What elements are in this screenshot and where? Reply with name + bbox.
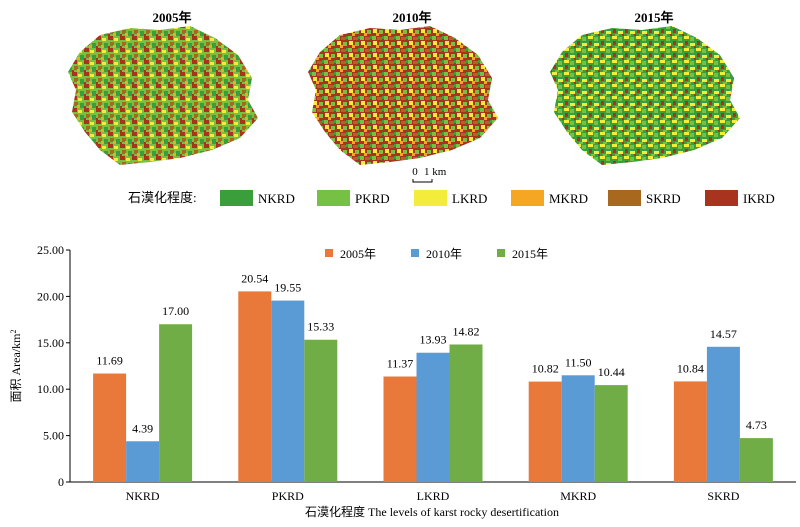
scale-bar-line — [412, 179, 433, 183]
map-panel-2015: 2015年 — [550, 10, 740, 165]
legend-swatch-ikrd — [705, 190, 738, 206]
bar-pkrd-series-0 — [238, 291, 272, 482]
map-panel-2010: 2010年 — [308, 10, 498, 165]
value-label: 14.82 — [453, 324, 480, 338]
y-tick-label: 20.00 — [37, 289, 64, 303]
bar-pkrd-series-1 — [271, 300, 305, 482]
legend-swatch-skrd — [608, 190, 641, 206]
x-axis: NKRD PKRD LKRD MKRD SKRD — [70, 481, 796, 503]
legend-swatch-pkrd — [317, 190, 350, 206]
bar-nkrd-series-0 — [93, 373, 127, 482]
bar-skrd-series-2 — [739, 438, 773, 482]
map-legend-title: 石漠化程度: — [128, 190, 197, 205]
legend-label-nkrd: NKRD — [258, 191, 295, 206]
bar-lkrd-series-1 — [416, 352, 450, 482]
x-tick-label-skrd: SKRD — [707, 489, 739, 503]
chart-legend-swatch-2 — [497, 249, 505, 257]
value-label: 10.82 — [532, 362, 559, 376]
map-legend: 石漠化程度: NKRD PKRD LKRD MKRD SKRD IKRD — [128, 190, 775, 206]
legend-label-ikrd: IKRD — [743, 191, 775, 206]
y-tick-label: 15.00 — [37, 336, 64, 350]
bar-mkrd-series-0 — [528, 381, 562, 482]
x-tick-label-pkrd: PKRD — [272, 489, 304, 503]
bar-mkrd-series-1 — [561, 375, 595, 482]
legend-label-lkrd: LKRD — [452, 191, 487, 206]
legend-label-pkrd: PKRD — [355, 191, 390, 206]
bar-nkrd-series-2 — [159, 324, 193, 482]
chart-legend: 2005年 2010年 2015年 — [325, 247, 548, 261]
chart-legend-swatch-1 — [411, 249, 419, 257]
y-axis-title-superscript: 2 — [9, 330, 18, 334]
value-label: 15.33 — [307, 320, 334, 334]
value-label: 10.84 — [677, 361, 704, 375]
bars — [93, 291, 773, 482]
value-label: 10.44 — [598, 365, 625, 379]
x-axis-title: 石漠化程度 The levels of karst rocky desertif… — [305, 504, 559, 519]
chart-legend-label-1: 2010年 — [426, 247, 462, 261]
bar-skrd-series-0 — [673, 381, 707, 482]
map-title-2015: 2015年 — [634, 10, 673, 25]
value-label: 14.57 — [710, 327, 737, 341]
value-label: 4.39 — [132, 421, 153, 435]
y-axis-title-text: 面积 Area/km — [9, 333, 23, 403]
legend-swatch-mkrd — [511, 190, 544, 206]
value-label: 4.73 — [746, 418, 767, 432]
map-shape-2010 — [308, 26, 498, 165]
legend-swatch-nkrd — [220, 190, 253, 206]
x-tick-label-mkrd: MKRD — [560, 489, 596, 503]
map-title-2010: 2010年 — [392, 10, 431, 25]
chart-legend-label-2: 2015年 — [512, 247, 548, 261]
value-label: 19.55 — [274, 281, 301, 295]
value-label: 20.54 — [241, 271, 268, 285]
scale-bar-zero: 0 — [412, 166, 418, 178]
x-tick-label-nkrd: NKRD — [126, 489, 160, 503]
chart-legend-swatch-0 — [325, 249, 333, 257]
bar-skrd-series-1 — [706, 346, 740, 482]
legend-swatch-lkrd — [414, 190, 447, 206]
y-axis-title: 面积 Area/km2 — [9, 330, 24, 403]
legend-label-mkrd: MKRD — [549, 191, 588, 206]
scale-bar-label: 1 km — [424, 166, 447, 178]
bar-mkrd-series-2 — [594, 385, 628, 482]
value-label: 11.69 — [96, 354, 123, 368]
value-label: 11.37 — [387, 356, 414, 370]
scale-bar: 0 1 km — [412, 166, 447, 183]
y-tick-label: 0 — [58, 475, 64, 489]
bar-chart: 0 5.00 10.00 15.00 20.00 25.00 NKRD PKRD LKRD MK… — [9, 243, 796, 519]
bar-nkrd-series-1 — [126, 441, 160, 482]
bar-pkrd-series-2 — [304, 339, 338, 482]
value-labels: 11.69 20.54 11.37 10.82 10.84 4.39 19.55 13.93 1… — [96, 271, 767, 435]
chart-legend-label-0: 2005年 — [340, 247, 376, 261]
y-axis: 0 5.00 10.00 15.00 20.00 25.00 — [37, 243, 71, 489]
bar-lkrd-series-2 — [449, 344, 483, 482]
x-tick-label-lkrd: LKRD — [417, 489, 450, 503]
map-shape-2015 — [550, 26, 740, 165]
map-shape-2005 — [68, 26, 258, 165]
value-label: 11.50 — [565, 355, 592, 369]
y-tick-label: 10.00 — [37, 382, 64, 396]
bar-lkrd-series-0 — [383, 376, 417, 482]
value-label: 17.00 — [162, 304, 189, 318]
map-panel-2005: 2005年 — [68, 10, 258, 165]
legend-label-skrd: SKRD — [646, 191, 681, 206]
y-tick-label: 5.00 — [43, 429, 64, 443]
value-label: 13.93 — [420, 333, 447, 347]
y-tick-label: 25.00 — [37, 243, 64, 257]
map-title-2005: 2005年 — [152, 10, 191, 25]
